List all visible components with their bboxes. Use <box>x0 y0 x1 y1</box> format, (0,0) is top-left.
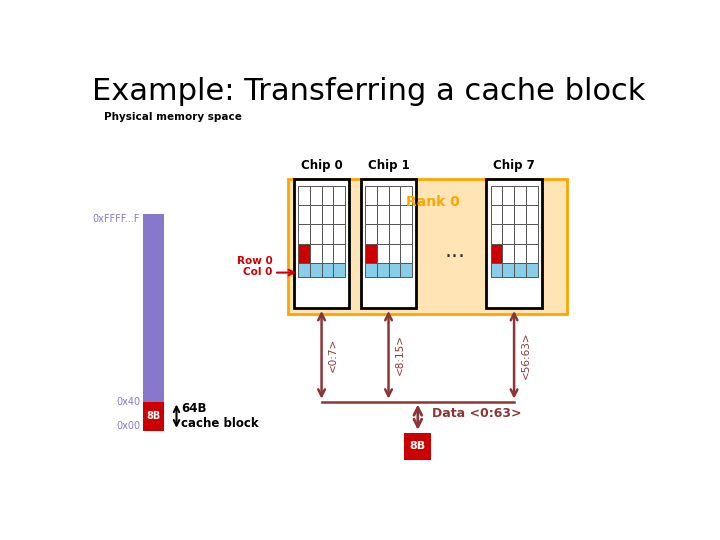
Bar <box>333 244 345 263</box>
Text: Chip 1: Chip 1 <box>368 159 410 172</box>
Bar <box>322 244 333 263</box>
Bar <box>490 224 503 244</box>
Bar <box>514 186 526 205</box>
Bar <box>361 179 416 308</box>
Bar <box>294 179 349 308</box>
Text: 0x40: 0x40 <box>116 396 140 407</box>
Bar <box>298 205 310 224</box>
Bar <box>514 224 526 244</box>
Bar <box>377 244 389 263</box>
Text: 8B: 8B <box>410 441 426 451</box>
Bar <box>310 244 322 263</box>
Bar <box>365 263 377 278</box>
Text: 8B: 8B <box>146 411 161 421</box>
Bar <box>486 179 542 308</box>
Text: ·
·
·: · · · <box>152 249 156 279</box>
Text: <8:15>: <8:15> <box>395 334 405 375</box>
Bar <box>288 179 567 314</box>
Bar <box>377 263 389 278</box>
Bar <box>514 244 526 263</box>
Text: Row 0
Col 0: Row 0 Col 0 <box>237 255 272 277</box>
Bar <box>400 244 412 263</box>
Bar <box>526 263 538 278</box>
Text: Chip 0: Chip 0 <box>301 159 343 172</box>
Bar <box>333 205 345 224</box>
Text: Example: Transferring a cache block: Example: Transferring a cache block <box>92 77 646 106</box>
Text: 0x00: 0x00 <box>116 421 140 431</box>
Bar <box>514 205 526 224</box>
Bar <box>503 263 514 278</box>
Bar <box>503 205 514 224</box>
Bar <box>322 205 333 224</box>
Bar <box>490 186 503 205</box>
Text: Chip 7: Chip 7 <box>493 159 535 172</box>
Bar <box>503 224 514 244</box>
Text: Physical memory space: Physical memory space <box>104 112 242 122</box>
Bar <box>298 244 310 263</box>
Bar <box>322 224 333 244</box>
Bar <box>389 263 400 278</box>
Bar <box>389 186 400 205</box>
Bar <box>503 244 514 263</box>
Text: ...: ... <box>445 241 466 261</box>
Text: <0:7>: <0:7> <box>328 338 338 372</box>
Bar <box>310 186 322 205</box>
Bar <box>389 224 400 244</box>
Bar <box>400 186 412 205</box>
Text: Data <0:63>: Data <0:63> <box>432 407 521 420</box>
Bar <box>526 186 538 205</box>
Bar <box>333 263 345 278</box>
Bar <box>400 205 412 224</box>
Bar <box>405 433 431 460</box>
Bar <box>143 402 164 431</box>
Bar <box>377 224 389 244</box>
Text: <56:63>: <56:63> <box>521 331 531 379</box>
Bar <box>310 263 322 278</box>
Bar <box>333 186 345 205</box>
Text: 64B
cache block: 64B cache block <box>181 402 258 430</box>
Bar <box>377 205 389 224</box>
Bar <box>377 186 389 205</box>
Bar <box>333 224 345 244</box>
Bar <box>503 186 514 205</box>
Bar <box>400 224 412 244</box>
Bar <box>298 186 310 205</box>
Bar <box>526 224 538 244</box>
Bar <box>365 224 377 244</box>
Bar <box>322 186 333 205</box>
Bar <box>298 263 310 278</box>
Bar <box>389 244 400 263</box>
Bar <box>310 224 322 244</box>
Bar <box>310 205 322 224</box>
Bar <box>400 263 412 278</box>
Bar <box>389 205 400 224</box>
Bar <box>490 263 503 278</box>
Text: Rank 0: Rank 0 <box>406 195 460 209</box>
Bar <box>526 205 538 224</box>
Bar <box>143 214 164 402</box>
Bar <box>490 205 503 224</box>
Bar <box>365 205 377 224</box>
Bar <box>365 244 377 263</box>
Bar <box>490 244 503 263</box>
Bar <box>322 263 333 278</box>
Bar <box>298 224 310 244</box>
Text: 0xFFFF...F: 0xFFFF...F <box>93 214 140 225</box>
Bar <box>526 244 538 263</box>
Bar <box>514 263 526 278</box>
Bar <box>365 186 377 205</box>
